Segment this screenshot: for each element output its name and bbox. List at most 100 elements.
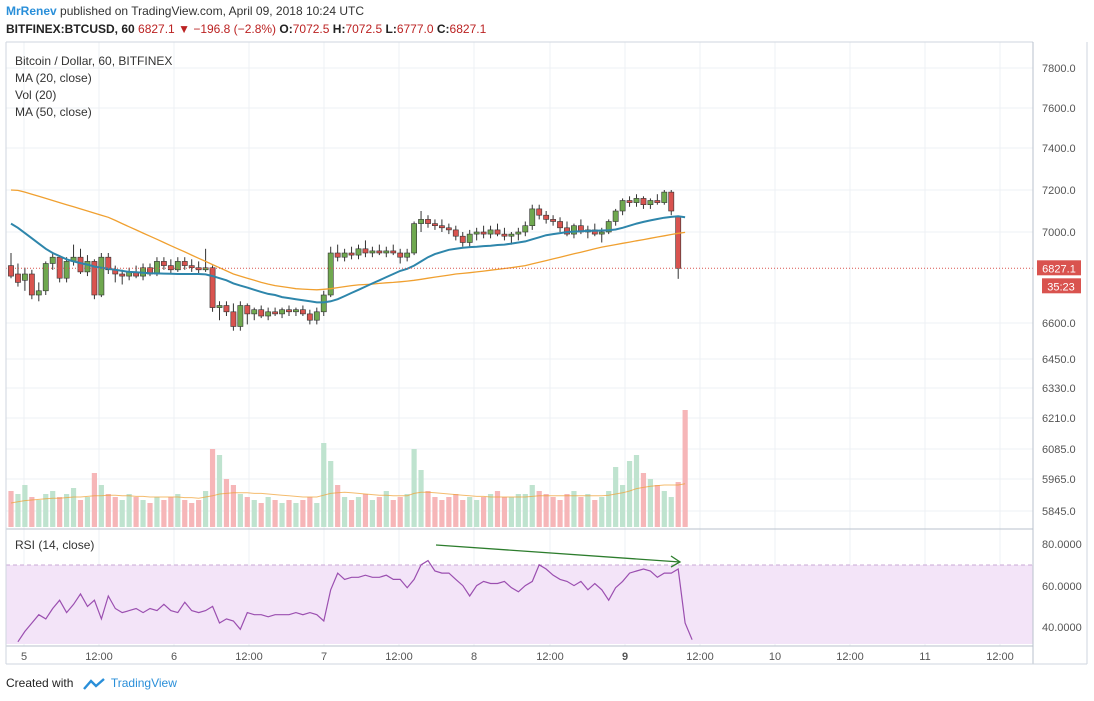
volume-bar [564, 494, 570, 527]
candle-body [348, 252, 355, 256]
volume-bar [15, 494, 21, 527]
volume-bar [335, 485, 341, 527]
legend-vol[interactable]: Vol (20) [15, 88, 57, 102]
volume-bar [105, 494, 111, 527]
legend-ma50[interactable]: MA (50, close) [15, 105, 92, 119]
candle-body [557, 221, 563, 229]
time-tick-label: 12:00 [385, 651, 413, 663]
ma20-line [10, 215, 686, 304]
volume-bar [84, 497, 91, 527]
price-tick-label: 5965.0 [1042, 474, 1076, 486]
down-arrow-icon: ▼ [178, 22, 190, 36]
price-change: −196.8 (−2.8%) [193, 22, 277, 36]
volume-bar [91, 473, 97, 527]
volume-bar [196, 500, 202, 527]
volume-bar [307, 497, 313, 527]
price-tick-label: 7000.0 [1042, 227, 1076, 239]
close-value: 6827.1 [449, 22, 487, 36]
candle-body [15, 273, 21, 283]
candle-body [355, 248, 362, 256]
candle-body [167, 265, 174, 271]
candle-body [49, 256, 56, 264]
volume-bar [168, 497, 174, 527]
candle-body [411, 223, 417, 254]
price-tick-label: 6330.0 [1042, 383, 1076, 395]
candle-body [28, 273, 35, 296]
volume-bar [154, 497, 160, 527]
legend-title: Bitcoin / Dollar, 60, BITFINEX [15, 54, 173, 68]
rsi-line [17, 559, 693, 643]
price-tick-label: 5845.0 [1042, 506, 1076, 518]
candle-body [293, 309, 299, 313]
volume-bar [467, 497, 473, 527]
candle-body [251, 309, 258, 315]
volume-bar [147, 503, 153, 527]
candle-body [216, 305, 223, 308]
volume-bar [175, 494, 181, 527]
candle-body [487, 229, 494, 235]
volume-bar [481, 497, 487, 527]
last-price: 6827.1 [138, 22, 175, 36]
volume-bar [355, 497, 362, 527]
publish-info: MrRenev published on TradingView.com, Ap… [6, 4, 364, 18]
volume-bar [626, 461, 633, 527]
tradingview-link[interactable]: TradingView [110, 676, 177, 690]
candle-body [529, 208, 536, 226]
candle-body [619, 200, 626, 212]
candle-body [209, 267, 216, 308]
volume-bar [550, 497, 556, 527]
volume-bar [189, 503, 195, 527]
volume-bar [265, 497, 271, 527]
ma50-line [10, 189, 686, 291]
candle-body [598, 231, 605, 235]
candle-body [8, 265, 14, 277]
time-tick-label: 12:00 [986, 651, 1014, 663]
volume-bar [300, 500, 306, 527]
candle-body [473, 231, 480, 235]
open-value: 7072.5 [292, 22, 330, 36]
candle-body [605, 221, 612, 233]
high-label: H: [332, 22, 346, 36]
rsi-legend[interactable]: RSI (14, close) [15, 538, 95, 552]
volume-bar [515, 494, 521, 527]
candle-body [383, 250, 390, 254]
volume-bar [439, 500, 445, 527]
candle-body [647, 200, 654, 205]
volume-bar [453, 494, 459, 527]
candle-body [362, 248, 369, 254]
volume-bar [126, 494, 132, 527]
high-value: 7072.5 [345, 22, 383, 36]
symbol-name: BITFINEX:BTCUSD, 60 [6, 22, 135, 36]
volume-ma-line [10, 483, 686, 504]
volume-bar [432, 497, 438, 527]
volume-bar [272, 500, 278, 527]
time-tick-label: 12:00 [85, 651, 113, 663]
volume-bar [585, 494, 591, 527]
volume-bar [328, 461, 334, 527]
time-tick-label: 11 [919, 651, 930, 663]
time-tick-label: 7 [321, 651, 327, 663]
volume-bar [50, 491, 56, 527]
volume-bar [112, 497, 118, 527]
volume-bar [606, 491, 612, 527]
candle-body [501, 233, 508, 237]
volume-bar [668, 497, 674, 527]
time-tick-label: 12:00 [836, 651, 864, 663]
volume-bar [244, 497, 250, 527]
volume-bar [529, 485, 535, 527]
candle-body [154, 261, 160, 275]
candle-body [459, 235, 466, 243]
time-tick-label: 9 [622, 651, 628, 663]
candle-body [313, 311, 320, 321]
candle-body [515, 231, 522, 235]
candle-body [626, 200, 633, 203]
legend-ma20[interactable]: MA (20, close) [15, 71, 92, 85]
volume-bar [258, 503, 264, 527]
author-link[interactable]: MrRenev [6, 4, 57, 18]
created-with-text: Created with [6, 676, 74, 690]
volume-bar [8, 491, 14, 527]
volume-bar [647, 479, 653, 527]
time-tick-label: 10 [769, 651, 781, 663]
volume-bar [682, 410, 688, 527]
